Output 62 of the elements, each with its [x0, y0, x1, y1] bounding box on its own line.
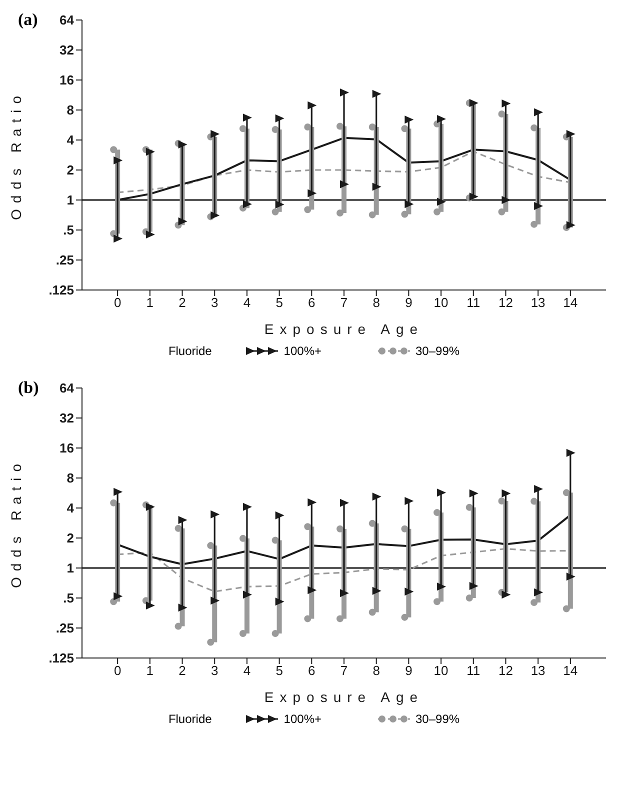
x-tick-label: 0: [114, 663, 122, 678]
x-axis-title: Exposure Age: [264, 321, 424, 337]
legend-label: 100%+: [284, 712, 322, 726]
legend-label: 30–99%: [416, 712, 460, 726]
x-tick-label: 10: [434, 663, 448, 678]
x-tick-label: 8: [372, 663, 380, 678]
y-tick-label: 1: [66, 192, 74, 208]
y-tick-label: 8: [66, 470, 74, 486]
y-axis-title: Odds Ratio: [8, 90, 24, 220]
x-tick-label: 1: [146, 295, 154, 310]
x-tick-label: 2: [178, 663, 186, 678]
x-tick-label: 6: [308, 295, 316, 310]
x-tick-label: 2: [178, 295, 186, 310]
x-tick-label: 3: [211, 295, 218, 310]
y-tick-label: .5: [63, 222, 74, 238]
x-tick-label: 7: [340, 663, 348, 678]
x-tick-label: 14: [563, 663, 578, 678]
y-tick-label: .5: [63, 590, 74, 606]
y-tick-label: 16: [60, 72, 74, 88]
x-tick-label: 8: [372, 295, 380, 310]
y-tick-label: .25: [56, 252, 74, 268]
x-tick-label: 7: [340, 295, 348, 310]
y-tick-label: 4: [66, 500, 75, 516]
x-axis-title: Exposure Age: [264, 689, 424, 705]
legend-title: Fluoride: [168, 712, 212, 726]
x-tick-label: 13: [530, 295, 546, 310]
y-tick-label: 64: [60, 12, 75, 28]
x-tick-label: 4: [243, 663, 251, 678]
y-tick-label: 64: [60, 380, 75, 396]
y-tick-label: 8: [66, 102, 74, 118]
x-tick-label: 3: [211, 663, 218, 678]
y-tick-label: .25: [56, 620, 74, 636]
chart-title: (a): [18, 10, 38, 30]
x-tick-label: 13: [530, 663, 546, 678]
y-tick-label: 2: [66, 530, 74, 546]
y-tick-label: 32: [60, 42, 74, 58]
x-tick-label: 5: [276, 295, 283, 310]
chart-title: (b): [18, 378, 39, 398]
x-tick-label: 1: [146, 663, 154, 678]
y-tick-label: 1: [66, 560, 74, 576]
y-tick-label: 2: [66, 162, 74, 178]
y-tick-label: 4: [66, 132, 75, 148]
x-tick-label: 5: [276, 663, 283, 678]
x-tick-label: 12: [498, 295, 513, 310]
y-tick-label: 16: [60, 440, 74, 456]
y-tick-label: .125: [48, 650, 74, 666]
x-tick-label: 0: [114, 295, 122, 310]
y-tick-label: 32: [60, 410, 74, 426]
y-tick-label: .125: [48, 282, 74, 298]
legend-title: Fluoride: [168, 344, 212, 358]
x-tick-label: 4: [243, 295, 251, 310]
legend-label: 30–99%: [416, 344, 460, 358]
x-tick-label: 9: [405, 663, 412, 678]
x-tick-label: 14: [563, 295, 578, 310]
y-axis-title: Odds Ratio: [8, 458, 24, 588]
x-tick-label: 11: [466, 663, 480, 678]
x-tick-label: 9: [405, 295, 412, 310]
x-tick-label: 6: [308, 663, 316, 678]
legend-label: 100%+: [284, 344, 322, 358]
x-tick-label: 10: [434, 295, 448, 310]
x-tick-label: 12: [498, 663, 513, 678]
x-tick-label: 11: [466, 295, 480, 310]
